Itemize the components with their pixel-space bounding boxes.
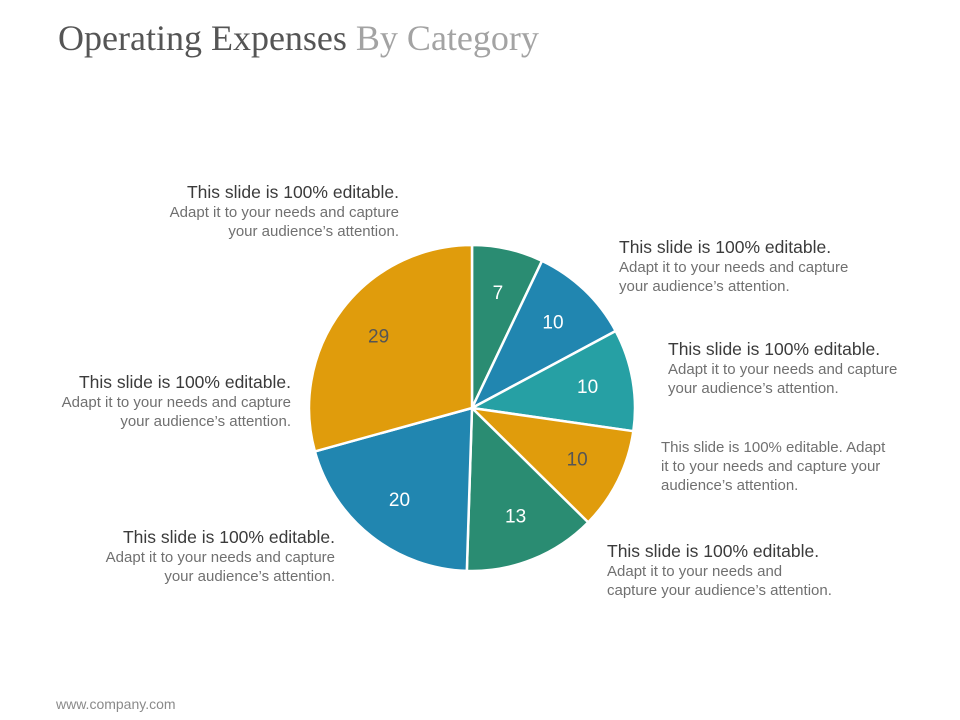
pie-slice-label-3: 10 <box>567 450 588 471</box>
callout-text: your audience’s attention. <box>619 278 790 295</box>
callout-top-right: This slide is 100% editable. Adapt it to… <box>619 236 848 296</box>
title-secondary: By Category <box>355 18 539 58</box>
callout-text: your audience’s attention. <box>164 568 335 585</box>
footer-url: www.company.com <box>56 696 176 712</box>
callout-text: Adapt it to your needs and capture <box>619 259 849 276</box>
pie-slice-label-0: 7 <box>493 283 504 304</box>
callout-heading: This slide is 100% editable. <box>619 237 832 257</box>
pie-slice-1 <box>470 259 617 410</box>
pie-slice-label-5: 20 <box>389 490 410 511</box>
pie-slice-5 <box>313 406 474 573</box>
callout-text: Adapt it to your needs and <box>607 563 783 580</box>
callout-text: This slide is 100% editable. Adapt <box>661 439 886 456</box>
callout-left: This slide is 100% editable. Adapt it to… <box>62 371 291 431</box>
title-primary: Operating Expenses <box>58 18 347 58</box>
callout-bottom-left: This slide is 100% editable. Adapt it to… <box>106 526 335 586</box>
pie-slice-label-1: 10 <box>542 313 563 334</box>
pie-slice-6 <box>307 243 474 453</box>
pie-slice-4 <box>465 406 590 573</box>
callout-heading: This slide is 100% editable. <box>78 372 291 392</box>
callout-top-left: This slide is 100% editable. Adapt it to… <box>170 181 399 241</box>
callout-text: your audience’s attention. <box>228 223 399 240</box>
pie-slice-label-4: 13 <box>505 506 526 527</box>
callout-text: Adapt it to your needs and capture <box>105 549 335 566</box>
pie-slice-3 <box>470 406 635 524</box>
callout-text: your audience’s attention. <box>120 413 291 430</box>
callout-heading: This slide is 100% editable. <box>668 339 881 359</box>
callout-text: capture your audience’s attention. <box>607 582 832 599</box>
callout-text: Adapt it to your needs and capture <box>61 394 291 411</box>
callout-text: Adapt it to your needs and capture <box>169 204 399 221</box>
page-title: Operating Expenses By Category <box>58 14 539 62</box>
callout-bottom-right: This slide is 100% editable. Adapt it to… <box>607 540 832 600</box>
callout-heading: This slide is 100% editable. <box>607 541 820 561</box>
callout-heading: This slide is 100% editable. <box>122 527 335 547</box>
callout-text: your audience’s attention. <box>668 380 839 397</box>
callout-text: Adapt it to your needs and capture <box>668 361 898 378</box>
callout-right-lower: This slide is 100% editable. Adapt it to… <box>661 438 885 495</box>
pie-slice-2 <box>470 329 637 433</box>
callout-right: This slide is 100% editable. Adapt it to… <box>668 338 897 398</box>
pie-slice-label-6: 29 <box>368 326 389 347</box>
callout-heading: This slide is 100% editable. <box>186 182 399 202</box>
callout-text: audience’s attention. <box>661 477 799 494</box>
callout-text: it to your needs and capture your <box>661 458 881 475</box>
pie-slice-label-2: 10 <box>577 377 598 398</box>
